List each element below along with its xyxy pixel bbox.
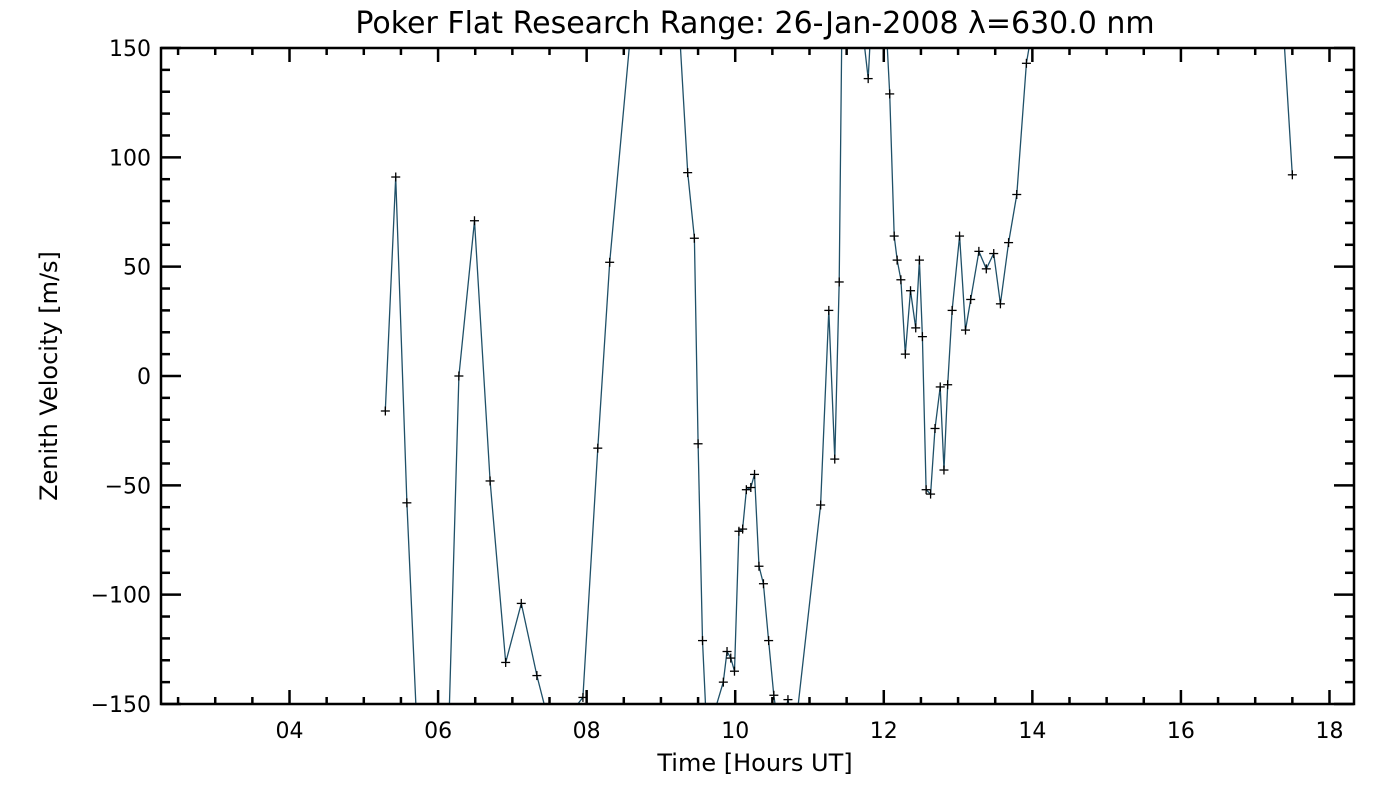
x-tick-label: 12 <box>870 719 898 744</box>
data-point <box>729 666 739 676</box>
data-point <box>693 439 703 449</box>
data-point <box>469 216 479 226</box>
y-tick-label: −50 <box>105 474 151 499</box>
data-point <box>1287 170 1297 180</box>
data-point <box>885 89 895 99</box>
y-tick-label: 50 <box>123 256 151 281</box>
data-point <box>1021 58 1031 68</box>
data-point <box>738 524 748 534</box>
x-tick-label: 08 <box>573 719 601 744</box>
plot-frame <box>159 46 1356 706</box>
data-point <box>402 498 412 508</box>
x-tick-label: 06 <box>424 719 452 744</box>
data-point <box>769 690 779 700</box>
data-point <box>896 275 906 285</box>
data-point <box>947 305 957 315</box>
data-point <box>746 483 756 493</box>
y-axis-label: Zenith Velocity [m/s] <box>35 251 63 501</box>
data-point <box>1012 190 1022 200</box>
data-point <box>783 695 793 704</box>
data-point <box>889 231 899 241</box>
data-point <box>722 647 732 657</box>
data-point <box>750 469 760 479</box>
data-point <box>501 657 511 667</box>
data-point <box>921 485 931 495</box>
data-point <box>995 299 1005 309</box>
data-point <box>911 323 921 333</box>
data-point <box>593 443 603 453</box>
data-point <box>734 526 744 536</box>
data-point <box>532 671 542 681</box>
x-tick-label: 10 <box>721 719 749 744</box>
data-point <box>930 423 940 433</box>
x-axis-label: Time [Hours UT] <box>656 749 852 777</box>
data-point <box>926 489 936 499</box>
plot-area <box>380 48 1297 704</box>
data-point <box>943 380 953 390</box>
data-point <box>974 246 984 256</box>
data-point <box>914 255 924 265</box>
data-point <box>989 249 999 259</box>
x-tick-label: 04 <box>276 719 304 744</box>
data-point <box>516 598 526 608</box>
data-point <box>863 74 873 84</box>
data-point <box>726 653 736 663</box>
data-point <box>485 476 495 486</box>
data-point <box>689 233 699 243</box>
data-point <box>824 305 834 315</box>
data-point <box>758 579 768 589</box>
data-point <box>830 454 840 464</box>
data-point <box>718 677 728 687</box>
data-point <box>754 561 764 571</box>
y-tick-label: 100 <box>109 146 151 171</box>
data-point <box>906 286 916 296</box>
data-point <box>380 406 390 416</box>
x-tick-label: 14 <box>1018 719 1046 744</box>
axis-ticks: 04 06 08 10 12 14 16 18 −150 −100 −50 0 50 100 150 <box>91 37 1354 744</box>
data-point <box>605 257 615 267</box>
data-point <box>960 325 970 335</box>
data-point <box>939 465 949 475</box>
data-point <box>917 332 927 342</box>
data-point <box>981 264 991 274</box>
data-point <box>1004 238 1014 248</box>
series-line <box>384 48 1293 704</box>
data-point <box>966 294 976 304</box>
y-tick-label: −100 <box>91 584 151 609</box>
y-tick-label: −150 <box>91 693 151 718</box>
data-point <box>454 371 464 381</box>
data-point <box>900 349 910 359</box>
chart-title: Poker Flat Research Range: 26-Jan-2008 λ… <box>355 6 1154 41</box>
data-point <box>698 636 708 646</box>
data-point <box>391 172 401 182</box>
data-point <box>741 485 751 495</box>
y-tick-label: 150 <box>109 37 151 62</box>
data-point <box>816 500 826 510</box>
data-point <box>935 382 945 392</box>
data-point <box>834 277 844 287</box>
data-point <box>764 636 774 646</box>
x-tick-label: 18 <box>1315 719 1343 744</box>
data-point <box>892 255 902 265</box>
data-point <box>683 168 693 178</box>
y-tick-label: 0 <box>137 365 151 390</box>
data-point <box>955 231 965 241</box>
x-tick-label: 16 <box>1167 719 1195 744</box>
